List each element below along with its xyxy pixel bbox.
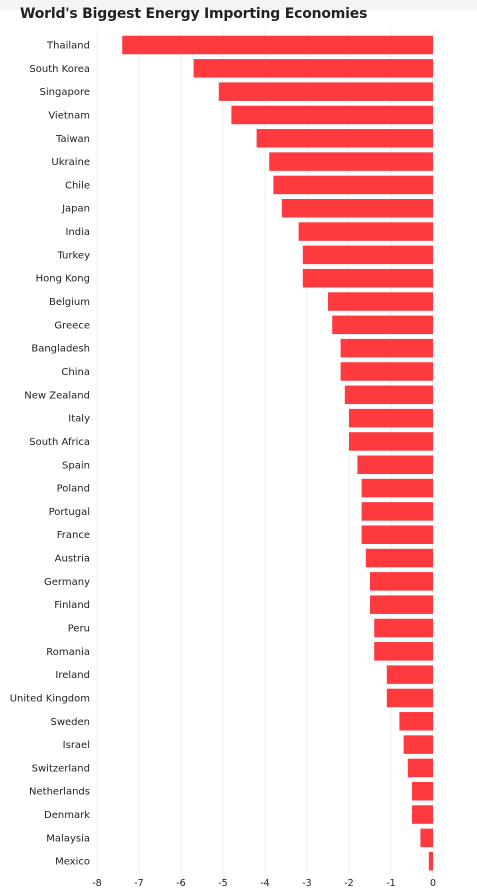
category-label: Romania [46,647,90,658]
x-tick-label: -1 [386,878,395,889]
bar[interactable] [344,385,433,405]
bar[interactable] [273,175,433,195]
category-label: Ukraine [51,157,90,168]
category-label: Hong Kong [36,274,90,285]
category-label: Denmark [44,810,90,821]
bar[interactable] [349,432,433,451]
category-label: Turkey [56,250,90,261]
category-label: South Korea [29,64,90,75]
bar[interactable] [256,129,433,148]
category-label: Vietnam [48,110,90,121]
bar[interactable] [332,315,433,335]
category-label: Germany [44,577,90,588]
bar[interactable] [231,105,433,125]
category-label: Chile [65,180,90,191]
category-label: South Africa [29,437,90,448]
category-label: Sweden [50,717,90,728]
category-label: Switzerland [32,763,90,774]
bar[interactable] [420,828,433,848]
bar[interactable] [328,292,433,311]
bar[interactable] [349,408,433,428]
category-label: Austria [55,554,90,565]
category-label: China [61,367,90,378]
category-label: New Zealand [24,390,90,401]
category-label: Malaysia [46,833,90,844]
category-label: Israel [63,740,90,751]
category-label: Netherlands [29,787,90,798]
bar[interactable] [122,35,433,55]
category-label: Belgium [49,297,90,308]
bar[interactable] [365,548,433,568]
bar[interactable] [370,572,433,591]
bars [122,35,433,871]
category-label: Finland [54,600,90,611]
category-label: Thailand [46,41,90,52]
bar[interactable] [370,595,433,614]
bar[interactable] [218,82,433,101]
bar[interactable] [361,478,433,498]
category-label: United Kingdom [10,693,90,704]
bar[interactable] [269,152,433,171]
category-label: Bangladesh [31,344,90,355]
category-labels: Thailand South Korea Singapore Vietnam Taiwa… [10,41,90,868]
x-tick-label: -6 [176,878,185,889]
x-tick-label: -2 [344,878,353,889]
category-label: Singapore [40,87,90,98]
bar[interactable] [412,805,433,824]
x-tick-label: -8 [92,878,101,889]
x-tick-label: -3 [302,878,311,889]
bar[interactable] [399,712,433,731]
category-label: Japan [61,204,90,215]
category-label: Portugal [49,507,90,518]
bar[interactable] [374,642,433,661]
x-tick-label: -5 [218,878,227,889]
category-label: Taiwan [55,134,90,145]
chart-title: World's Biggest Energy Importing Economi… [20,6,368,22]
category-label: Italy [68,414,90,425]
top-bar [0,0,477,10]
category-label: Mexico [55,857,90,868]
bar[interactable] [298,222,433,241]
bar[interactable] [386,665,433,684]
bar[interactable] [281,198,433,218]
category-label: Ireland [55,670,90,681]
x-tick-label: -7 [134,878,143,889]
category-label: Spain [62,460,90,471]
category-label: Poland [57,484,90,495]
bar[interactable] [193,59,433,78]
category-label: France [57,530,90,541]
bar[interactable] [340,362,433,381]
bar[interactable] [302,268,433,288]
x-axis-ticks: -8 -7 -6 -5 -4 -3 -2 -1 0 [92,878,436,889]
category-label: Greece [54,320,90,331]
bar[interactable] [361,502,433,521]
bar[interactable] [340,338,433,358]
bar[interactable] [361,525,433,544]
bar[interactable] [374,618,433,638]
bar[interactable] [403,735,433,754]
bar[interactable] [412,781,433,801]
bar[interactable] [302,245,433,265]
category-label: Peru [68,624,90,635]
x-tick-label: 0 [430,878,436,889]
bar[interactable] [428,851,433,871]
bar[interactable] [386,688,433,708]
bar[interactable] [407,758,433,778]
category-label: India [65,227,90,238]
x-tick-label: -4 [260,878,269,889]
bar[interactable] [357,455,433,475]
